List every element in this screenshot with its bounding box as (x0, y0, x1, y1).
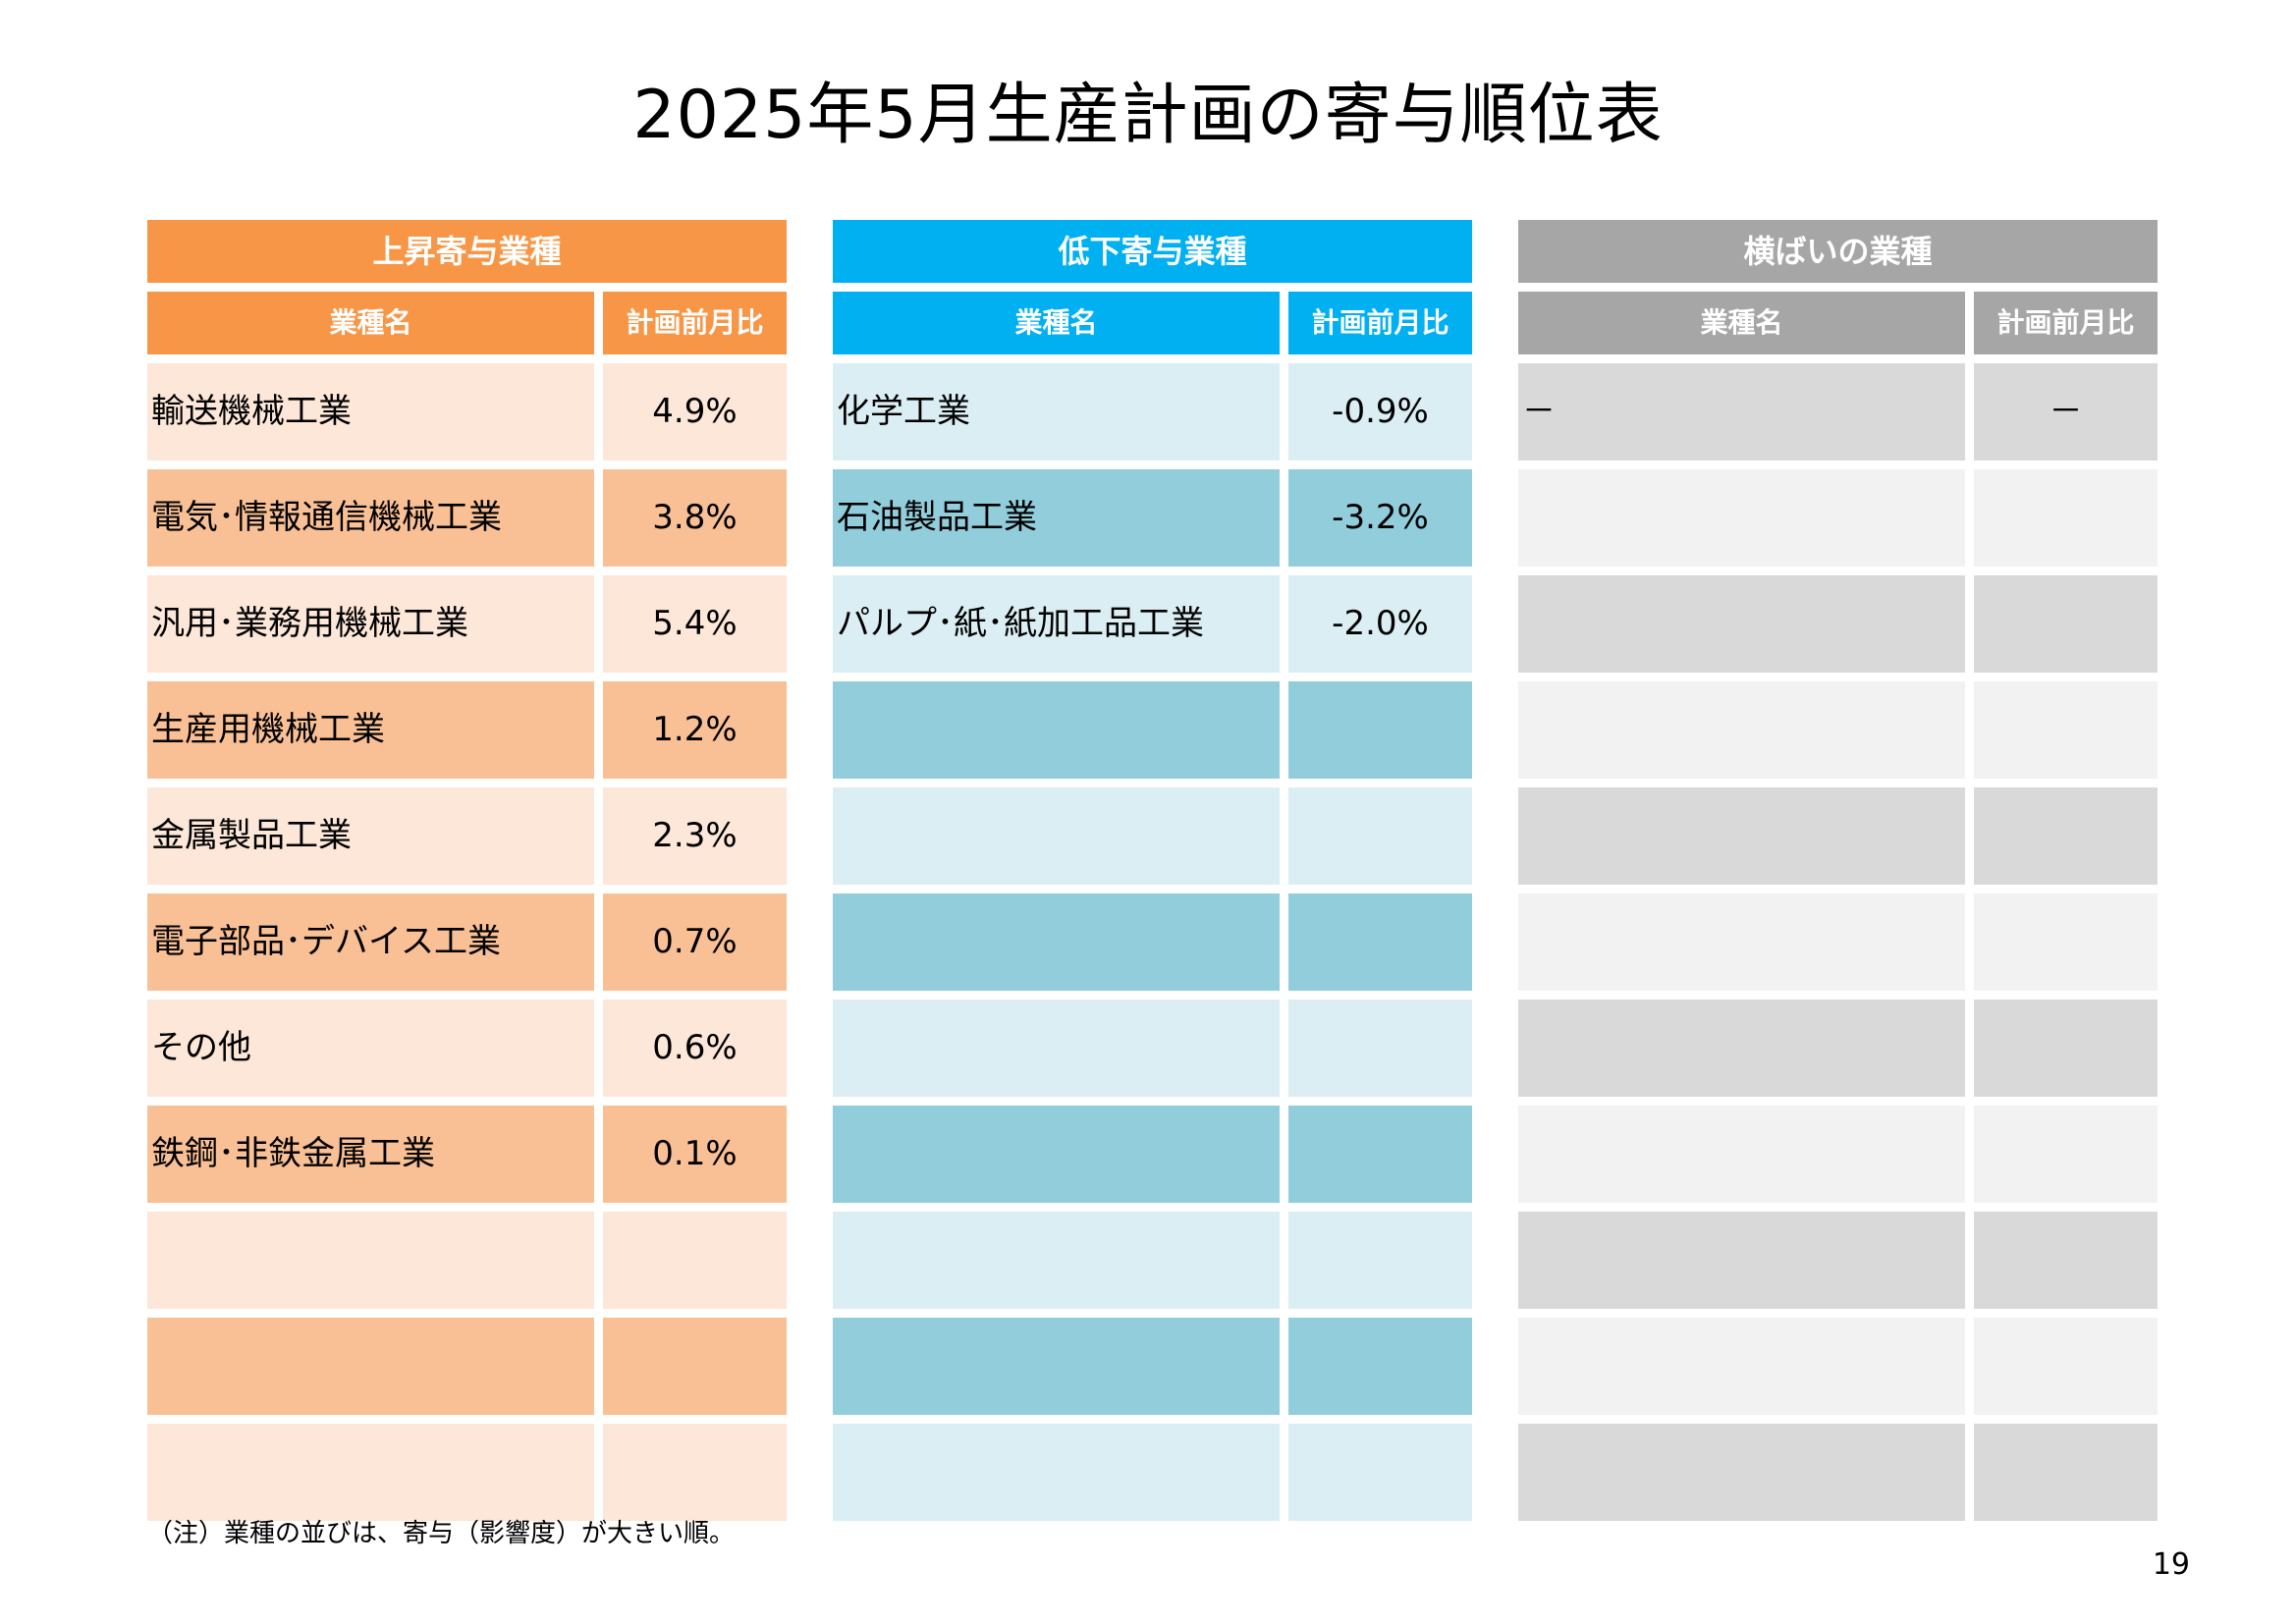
column-header-name: 業種名 (1518, 292, 1965, 354)
table-row-name: 石油製品工業 (833, 469, 1280, 567)
table-row-name (833, 1000, 1280, 1097)
table-row-name (1518, 787, 1965, 885)
table-row-value (1974, 1318, 2158, 1415)
table-flat-header: 横ばいの業種 (1518, 220, 2158, 283)
column-header-value: 計画前月比 (603, 292, 787, 354)
table-row-value (1974, 1212, 2158, 1309)
table-row-name: 電気･情報通信機械工業 (147, 469, 594, 567)
table-row-name (1518, 1212, 1965, 1309)
table-row-name (833, 787, 1280, 885)
table-row-name (833, 893, 1280, 991)
table-row-name: 鉄鋼･非鉄金属工業 (147, 1106, 594, 1203)
table-row-name (1518, 1000, 1965, 1097)
table-row-name (147, 1212, 594, 1309)
table-row-value (1974, 787, 2158, 885)
table-row-value: 3.8% (603, 469, 787, 567)
table-row-value: － (1974, 363, 2158, 460)
table-row-name (1518, 1106, 1965, 1203)
table-row-value (1974, 1000, 2158, 1097)
table-row-name (833, 1424, 1280, 1521)
table-row-name (147, 1318, 594, 1415)
table-row-name: その他 (147, 1000, 594, 1097)
table-row-value: 0.1% (603, 1106, 787, 1203)
table-row-value (603, 1212, 787, 1309)
table-row-name: パルプ･紙･紙加工品工業 (833, 575, 1280, 673)
table-row-name (1518, 1424, 1965, 1521)
table-row-value (603, 1424, 787, 1521)
table-row-value: -2.0% (1288, 575, 1472, 673)
table-row-value (1288, 893, 1472, 991)
table-row-name (1518, 1318, 1965, 1415)
column-header-value: 計画前月比 (1974, 292, 2158, 354)
table-row-name: 電子部品･デバイス工業 (147, 893, 594, 991)
table-row-value (1974, 893, 2158, 991)
table-row-value: -3.2% (1288, 469, 1472, 567)
table-row-value (1288, 1424, 1472, 1521)
table-row-name (833, 1318, 1280, 1415)
column-header-value: 計画前月比 (1288, 292, 1472, 354)
table-row-name: 化学工業 (833, 363, 1280, 460)
table-row-name (1518, 893, 1965, 991)
table-row-value: 1.2% (603, 681, 787, 779)
table-row-value: 4.9% (603, 363, 787, 460)
table-row-value: 0.6% (603, 1000, 787, 1097)
table-row-value (1288, 787, 1472, 885)
table-row-value (1288, 1212, 1472, 1309)
table-row-value (1974, 681, 2158, 779)
table-row-value (1288, 1000, 1472, 1097)
table-row-name: 輸送機械工業 (147, 363, 594, 460)
table-row-value: 2.3% (603, 787, 787, 885)
column-header-name: 業種名 (833, 292, 1280, 354)
page-title: 2025年5月生産計画の寄与順位表 (632, 77, 1664, 154)
table-row-name (147, 1424, 594, 1521)
table-row-name (833, 1106, 1280, 1203)
footnote: （注）業種の並びは、寄与（影響度）が大きい順。 (147, 1519, 736, 1548)
column-header-name: 業種名 (147, 292, 594, 354)
table-row-name: － (1518, 363, 1965, 460)
table-row-value: 5.4% (603, 575, 787, 673)
table-row-name: 汎用･業務用機械工業 (147, 575, 594, 673)
table-up-header: 上昇寄与業種 (147, 220, 787, 283)
table-down-header: 低下寄与業種 (833, 220, 1472, 283)
table-row-value (1974, 1106, 2158, 1203)
table-row-value (1288, 681, 1472, 779)
table-row-value: 0.7% (603, 893, 787, 991)
table-row-value (1288, 1318, 1472, 1415)
table-row-name (833, 681, 1280, 779)
table-row-name: 金属製品工業 (147, 787, 594, 885)
table-row-value (1974, 1424, 2158, 1521)
table-row-name (1518, 575, 1965, 673)
table-row-value (1288, 1106, 1472, 1203)
table-row-value: -0.9% (1288, 363, 1472, 460)
table-row-name (1518, 469, 1965, 567)
table-row-value (1974, 575, 2158, 673)
table-row-name (833, 1212, 1280, 1309)
table-row-value (1974, 469, 2158, 567)
table-row-value (603, 1318, 787, 1415)
table-row-name (1518, 681, 1965, 779)
page-number: 19 (2152, 1547, 2190, 1582)
table-row-name: 生産用機械工業 (147, 681, 594, 779)
